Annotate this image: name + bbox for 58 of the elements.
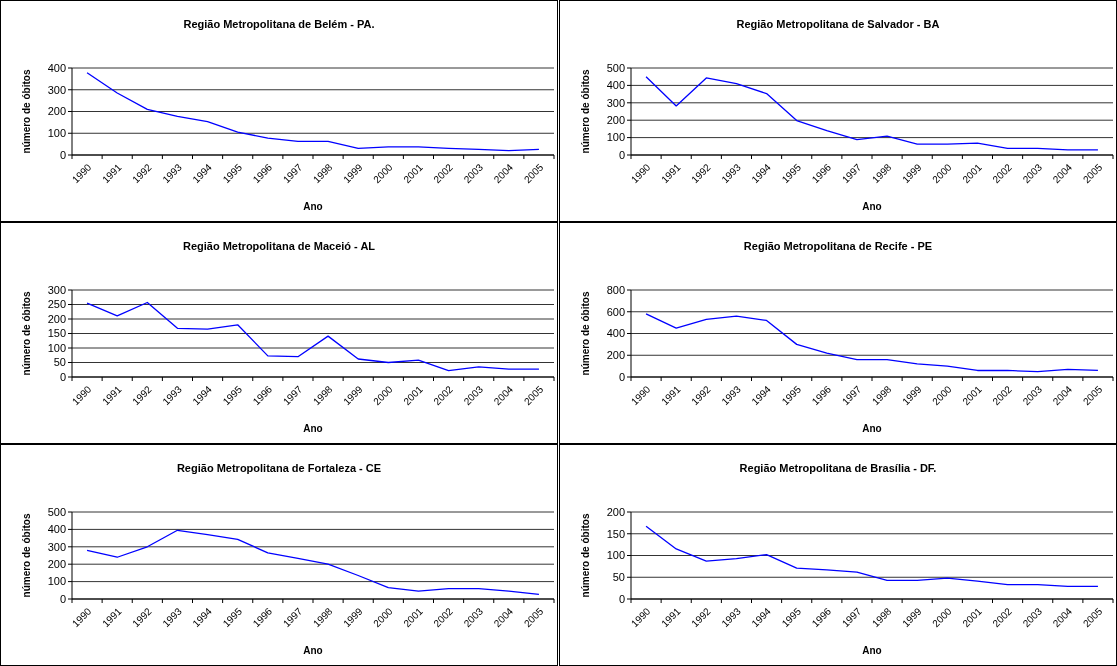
y-tick-label: 200 [47,312,66,325]
y-tick-label: 150 [606,527,625,540]
y-axis-title: número de óbitos [580,291,591,376]
y-tick-label: 600 [606,305,625,318]
chart-title: Região Metropolitana de Salvador - BA [736,18,940,30]
line-series [645,525,1099,588]
y-axis-title: número de óbitos [580,69,591,154]
line-series [645,313,1099,373]
chart-title: Região Metropolitana de Belém - PA. [183,18,375,30]
line-series [645,76,1099,151]
x-axis-title: Ano [303,645,323,656]
line-series [86,529,540,595]
y-tick-label: 50 [53,356,66,369]
y-tick-label: 250 [47,298,66,311]
y-tick-label: 300 [47,83,66,96]
y-tick-label: 0 [59,592,66,605]
y-axis-title: número de óbitos [580,513,591,598]
x-axis-title: Ano [862,201,882,212]
y-tick-label: 500 [606,61,625,74]
y-tick-label: 800 [606,283,625,296]
y-axis-title: número de óbitos [21,513,32,598]
y-tick-label: 100 [47,127,66,140]
y-tick-label: 0 [59,148,66,161]
y-tick-label: 0 [618,592,625,605]
y-tick-label: 100 [47,341,66,354]
chart-title: Região Metropolitana de Brasília - DF. [739,462,937,474]
chart-title: Região Metropolitana de Fortaleza - CE [176,462,382,474]
chart-title: Região Metropolitana de Recife - PE [743,240,933,252]
line-series [86,301,540,372]
y-tick-label: 300 [47,283,66,296]
y-tick-label: 100 [47,575,66,588]
y-tick-label: 400 [606,79,625,92]
y-tick-label: 400 [606,327,625,340]
y-tick-label: 200 [606,349,625,362]
x-axis-title: Ano [862,423,882,434]
y-tick-label: 300 [606,96,625,109]
y-axis-title: número de óbitos [21,69,32,154]
y-tick-label: 400 [47,61,66,74]
y-tick-label: 100 [606,131,625,144]
y-tick-label: 100 [606,549,625,562]
y-tick-label: 500 [47,505,66,518]
y-tick-label: 0 [618,148,625,161]
y-axis-title: número de óbitos [21,291,32,376]
x-axis-title: Ano [303,423,323,434]
x-axis-title: Ano [303,201,323,212]
line-series [86,72,540,152]
chart-title: Região Metropolitana de Maceió - AL [182,240,376,252]
y-tick-label: 200 [606,505,625,518]
y-tick-label: 200 [47,105,66,118]
x-axis-title: Ano [862,645,882,656]
y-tick-label: 200 [47,558,66,571]
y-tick-label: 50 [612,571,625,584]
y-tick-label: 300 [47,540,66,553]
y-tick-label: 0 [59,370,66,383]
y-tick-label: 200 [606,114,625,127]
y-tick-label: 0 [618,370,625,383]
y-tick-label: 400 [47,523,66,536]
y-tick-label: 150 [47,327,66,340]
